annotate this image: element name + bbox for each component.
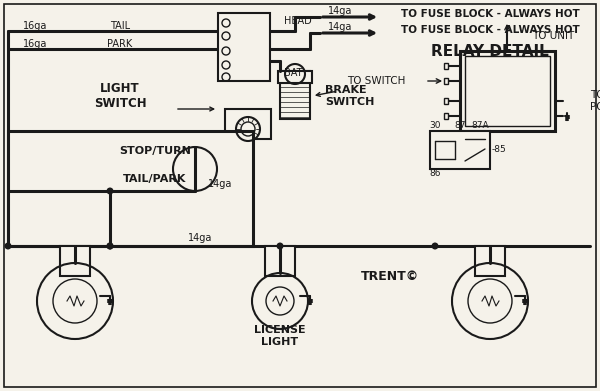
Text: TAIL/PARK: TAIL/PARK <box>124 174 187 184</box>
Bar <box>475 246 505 276</box>
Text: -85: -85 <box>492 145 507 154</box>
Text: STOP/TURN: STOP/TURN <box>119 146 191 156</box>
Text: BRAKE
SWITCH: BRAKE SWITCH <box>325 85 374 107</box>
Circle shape <box>5 242 11 249</box>
Circle shape <box>107 242 113 249</box>
Text: 16ga: 16ga <box>23 21 47 31</box>
Bar <box>265 246 295 276</box>
Text: 14ga: 14ga <box>208 179 232 189</box>
Text: 30: 30 <box>429 122 441 131</box>
Text: 14ga: 14ga <box>328 22 352 32</box>
Bar <box>177 161 197 177</box>
Text: HEAD: HEAD <box>284 16 312 26</box>
Text: TRENT©: TRENT© <box>361 269 419 283</box>
Text: TO UNIT: TO UNIT <box>532 31 574 41</box>
Text: PARK: PARK <box>107 39 133 49</box>
Bar <box>60 246 90 276</box>
Text: TO FUSE BLOCK - ALWAYS HOT: TO FUSE BLOCK - ALWAYS HOT <box>401 25 580 35</box>
Circle shape <box>107 188 113 194</box>
Bar <box>465 56 550 126</box>
Text: TO SWITCH: TO SWITCH <box>347 76 405 86</box>
Text: 14ga: 14ga <box>328 6 352 16</box>
Text: LICENSE
LIGHT: LICENSE LIGHT <box>254 325 306 347</box>
Bar <box>278 71 312 83</box>
Text: 16ga: 16ga <box>23 39 47 49</box>
Circle shape <box>431 242 439 249</box>
Text: 87: 87 <box>454 122 466 131</box>
Bar <box>218 13 270 81</box>
Circle shape <box>277 242 284 249</box>
Text: LIGHT
SWITCH: LIGHT SWITCH <box>94 82 146 110</box>
Bar <box>8 131 253 246</box>
Bar <box>444 63 448 69</box>
Bar <box>444 113 448 119</box>
Text: TAIL: TAIL <box>110 21 130 31</box>
Text: BAT: BAT <box>284 68 302 78</box>
Text: TO FUSE BLOCK - ALWAYS HOT: TO FUSE BLOCK - ALWAYS HOT <box>401 9 580 19</box>
Bar <box>444 98 448 104</box>
Circle shape <box>107 242 113 249</box>
Bar <box>430 131 490 169</box>
Bar <box>460 51 555 131</box>
Text: RELAY DETAIL: RELAY DETAIL <box>431 43 549 59</box>
Text: 87A: 87A <box>471 122 489 131</box>
Text: 14ga: 14ga <box>188 233 212 243</box>
Text: 86: 86 <box>429 170 441 179</box>
Text: TO MAIN
POWER: TO MAIN POWER <box>590 90 600 112</box>
Bar <box>225 109 271 139</box>
Bar <box>444 78 448 84</box>
Bar <box>280 71 310 119</box>
